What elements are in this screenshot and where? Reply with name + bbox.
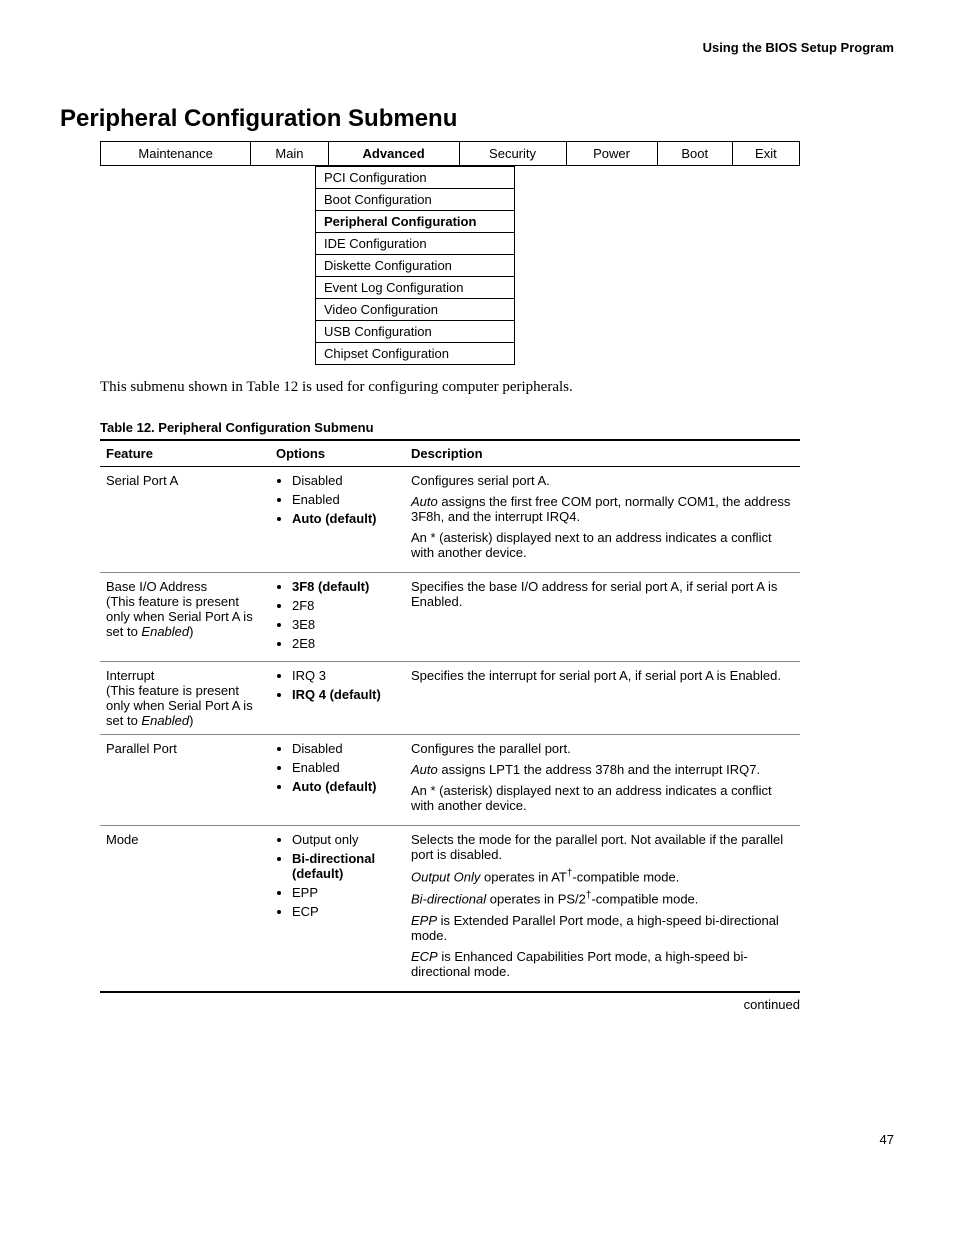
option-item: ECP	[292, 904, 399, 919]
option-item: EPP	[292, 885, 399, 900]
menubar-item: Power	[566, 142, 657, 166]
option-item: Output only	[292, 832, 399, 847]
options-cell: Output only Bi-directional (default) EPP EC…	[270, 826, 405, 992]
option-item: Enabled	[292, 760, 399, 775]
option-item: 3F8 (default)	[292, 579, 399, 594]
menubar-item: Security	[459, 142, 566, 166]
menubar-item: Maintenance	[101, 142, 251, 166]
menubar-item: Boot	[657, 142, 732, 166]
feature-cell: Base I/O Address(This feature is present…	[100, 573, 270, 662]
page-number: 47	[60, 1132, 894, 1147]
options-cell: IRQ 3 IRQ 4 (default)	[270, 662, 405, 735]
menubar-item: Exit	[732, 142, 799, 166]
description-cell: Configures serial port A.Auto assigns th…	[405, 467, 800, 573]
options-cell: Disabled Enabled Auto (default)	[270, 467, 405, 573]
feature-cell: Mode	[100, 826, 270, 992]
option-item: 2E8	[292, 636, 399, 651]
submenu-item: USB Configuration	[316, 321, 515, 343]
menubar-item: Main	[251, 142, 328, 166]
options-cell: 3F8 (default) 2F8 3E8 2E8	[270, 573, 405, 662]
col-header-options: Options	[270, 440, 405, 467]
option-item: Auto (default)	[292, 511, 399, 526]
col-header-feature: Feature	[100, 440, 270, 467]
feature-cell: Interrupt(This feature is present only w…	[100, 662, 270, 735]
page-title: Peripheral Configuration Submenu	[60, 105, 894, 133]
option-item: 2F8	[292, 598, 399, 613]
feature-cell: Parallel Port	[100, 735, 270, 826]
option-item: Bi-directional (default)	[292, 851, 399, 881]
page-header: Using the BIOS Setup Program	[60, 40, 894, 55]
description-cell: Selects the mode for the parallel port. …	[405, 826, 800, 992]
options-cell: Disabled Enabled Auto (default)	[270, 735, 405, 826]
intro-text: This submenu shown in Table 12 is used f…	[100, 379, 894, 396]
bios-menubar: MaintenanceMainAdvancedSecurityPowerBoot…	[100, 141, 800, 166]
feature-cell: Serial Port A	[100, 467, 270, 573]
col-header-description: Description	[405, 440, 800, 467]
submenu-item: Chipset Configuration	[316, 343, 515, 365]
option-item: IRQ 4 (default)	[292, 687, 399, 702]
submenu-item: PCI Configuration	[316, 167, 515, 189]
submenu-item: Event Log Configuration	[316, 277, 515, 299]
description-cell: Specifies the interrupt for serial port …	[405, 662, 800, 735]
menubar-item: Advanced	[328, 142, 459, 166]
submenu-item: Boot Configuration	[316, 189, 515, 211]
feature-table: Feature Options Description Serial Port …	[100, 439, 800, 993]
advanced-submenu-list: PCI ConfigurationBoot ConfigurationPerip…	[315, 166, 515, 365]
description-cell: Specifies the base I/O address for seria…	[405, 573, 800, 662]
table-caption: Table 12. Peripheral Configuration Subme…	[100, 420, 894, 435]
submenu-item: Peripheral Configuration	[316, 211, 515, 233]
option-item: IRQ 3	[292, 668, 399, 683]
submenu-item: Video Configuration	[316, 299, 515, 321]
option-item: Enabled	[292, 492, 399, 507]
submenu-item: IDE Configuration	[316, 233, 515, 255]
option-item: Auto (default)	[292, 779, 399, 794]
option-item: Disabled	[292, 741, 399, 756]
submenu-item: Diskette Configuration	[316, 255, 515, 277]
option-item: 3E8	[292, 617, 399, 632]
description-cell: Configures the parallel port.Auto assign…	[405, 735, 800, 826]
continued-label: continued	[100, 997, 800, 1012]
option-item: Disabled	[292, 473, 399, 488]
